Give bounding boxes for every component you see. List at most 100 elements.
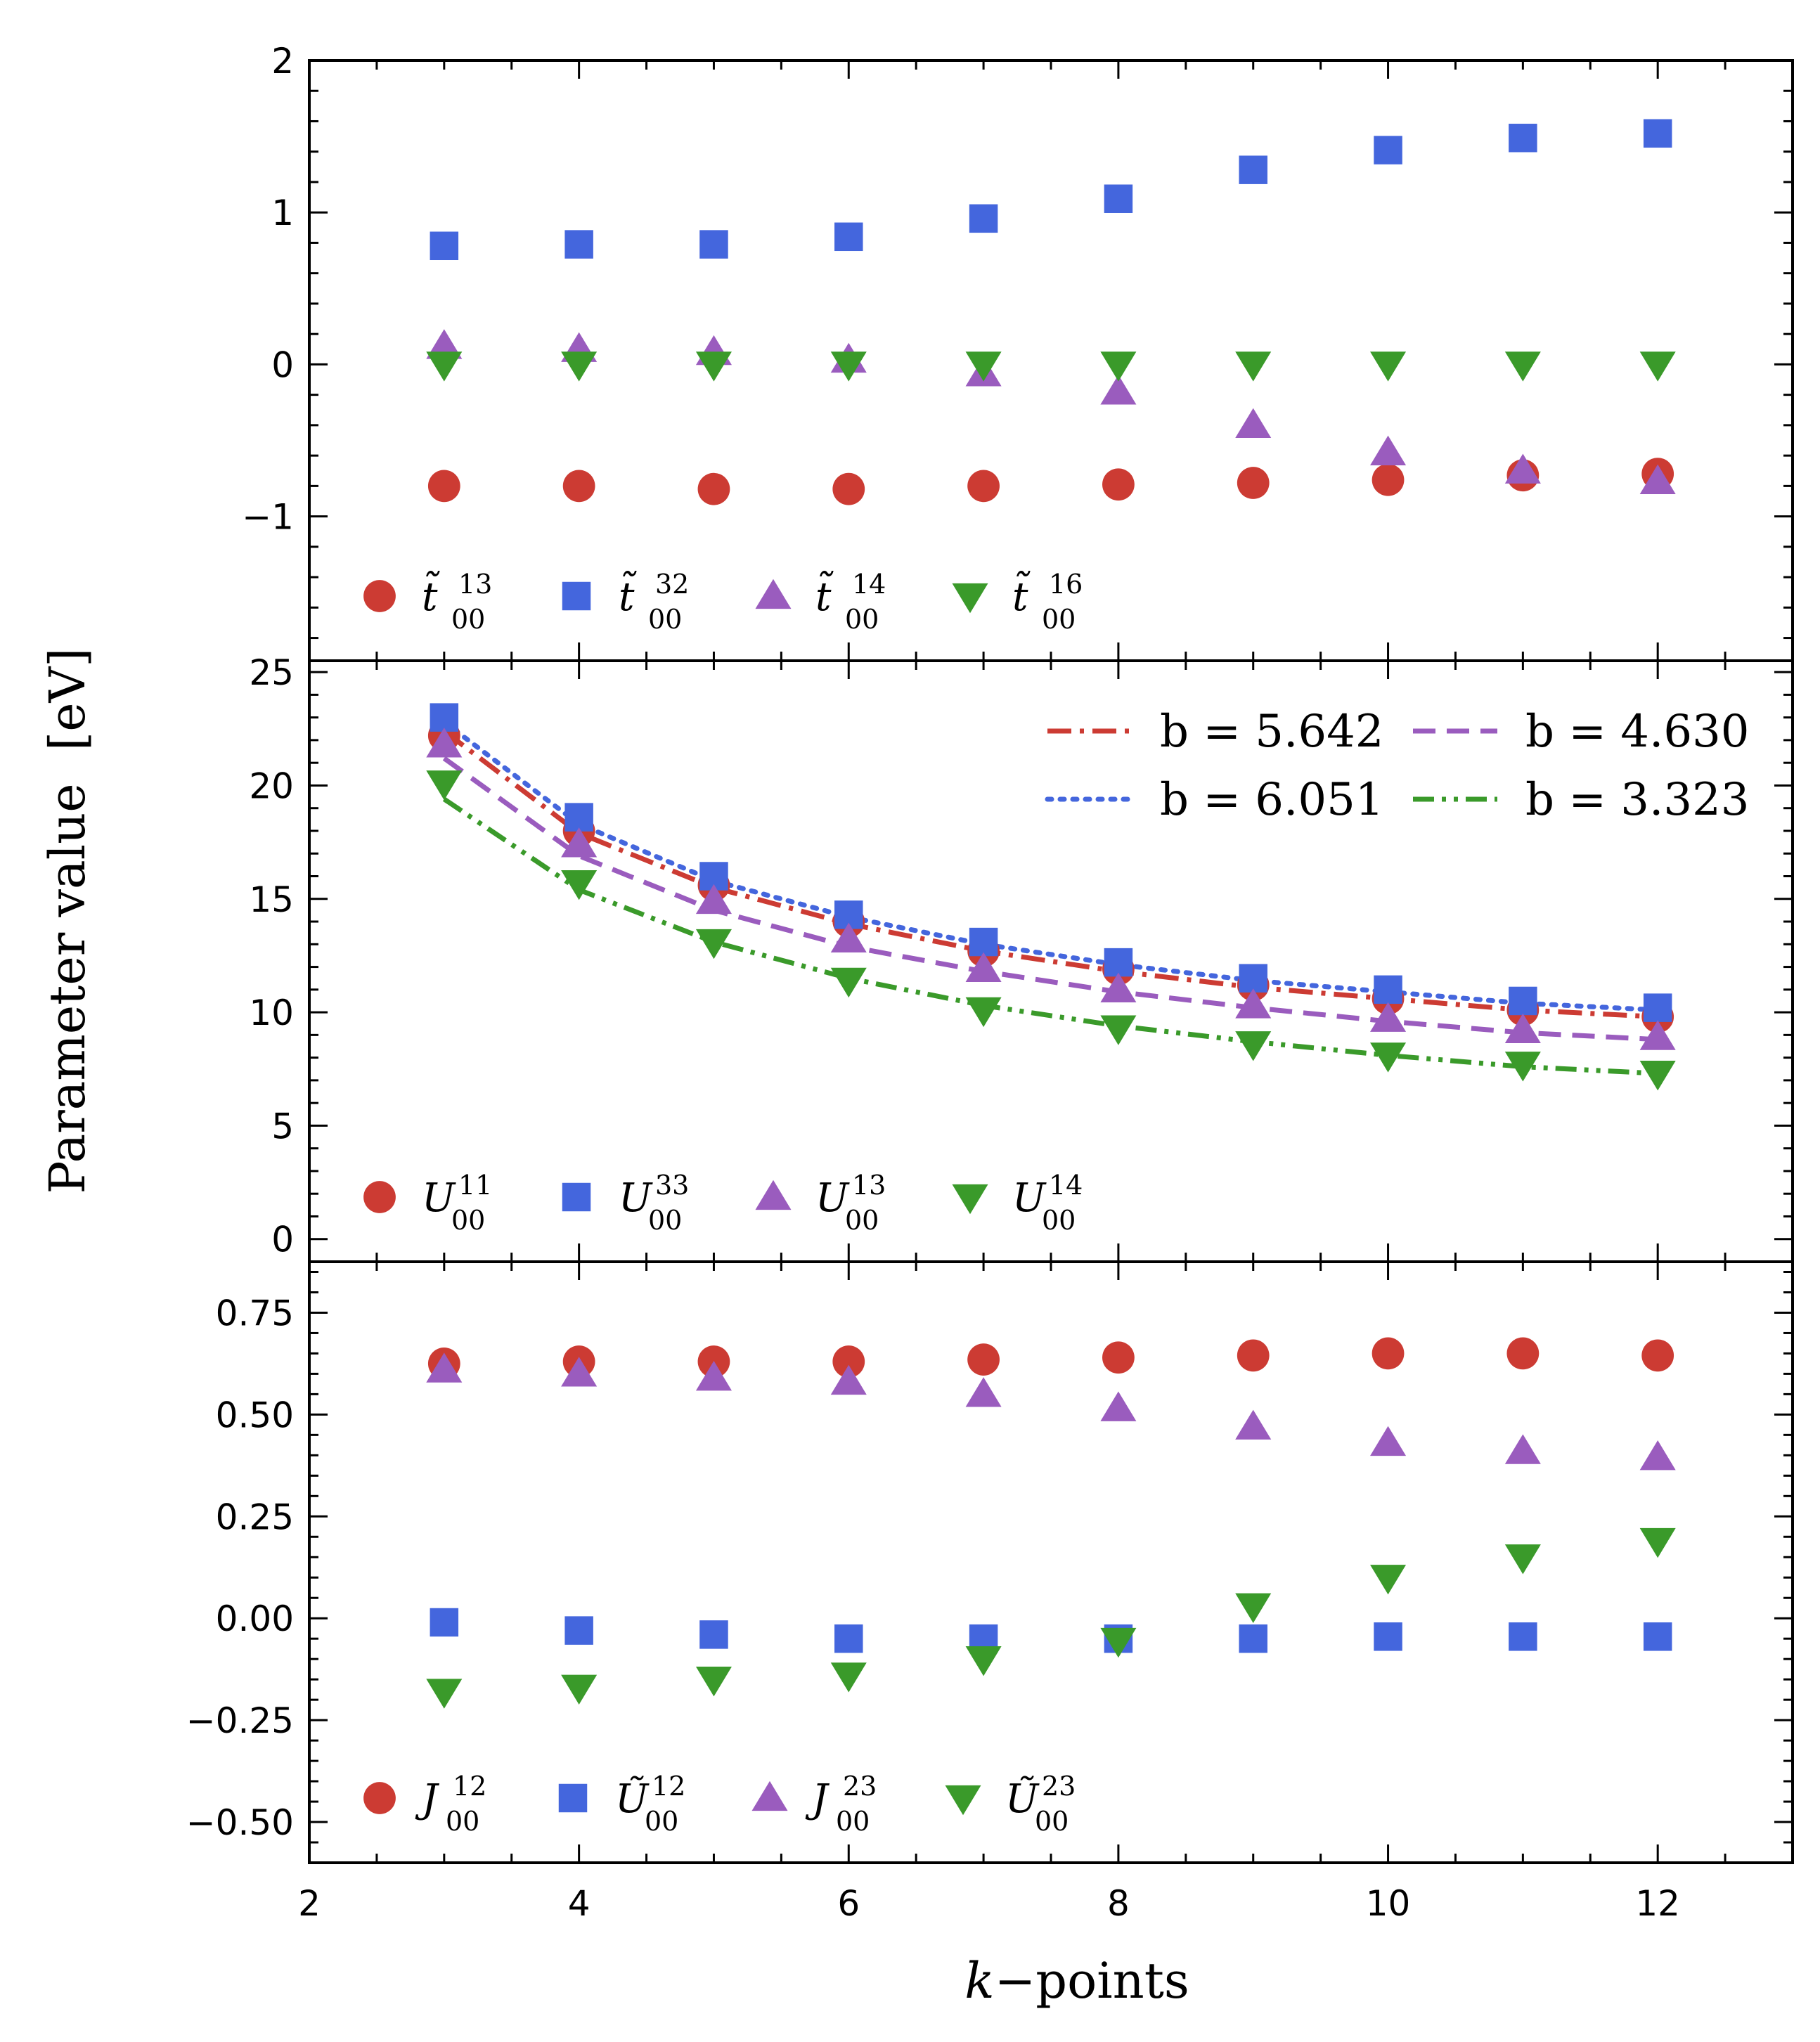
legend-marker [562,581,591,611]
legend-subscript: 00 [1042,1205,1076,1236]
data-point [1639,1061,1676,1091]
data-point [561,351,598,382]
data-point [1372,1337,1405,1370]
legend-subscript: 00 [1042,604,1076,635]
data-point [965,1646,1002,1676]
y-tick-label: 1 [271,193,294,233]
data-point [830,967,867,998]
y-tick-label: 15 [249,879,294,920]
legend-marker [952,583,988,614]
y-tick-label: −0.50 [186,1802,294,1843]
legend-label: Ũ [615,1776,650,1822]
data-point [1643,993,1672,1022]
data-point [1374,136,1402,164]
y-tick-label: 0 [271,344,294,385]
data-point [562,470,595,503]
data-point [1639,1440,1676,1471]
y-tick-label: −0.25 [186,1700,294,1741]
legend-marker [755,579,792,609]
legend-superscript: 14 [852,569,886,600]
data-point [1504,1544,1541,1575]
y-axis-label-unit: [eV] [39,647,96,751]
data-point [564,803,593,832]
data-point [426,770,463,801]
legend-label: t̃ [1012,571,1031,620]
data-point [1643,1622,1672,1651]
data-point [1100,1627,1137,1658]
legend-base: U [422,1175,456,1221]
legend-superscript: 12 [652,1771,685,1802]
data-point [967,1343,1000,1376]
data-point [1370,351,1407,382]
data-point [427,470,460,503]
y-tick-label: 0 [271,1220,294,1260]
y-tick-label: −1 [242,497,294,538]
data-point [965,997,1002,1028]
data-point [969,204,998,233]
data-point [1506,1337,1540,1370]
data-point [1641,1339,1674,1372]
legend-subscript: 00 [845,604,879,635]
data-point [830,351,867,382]
data-point [1509,986,1537,1016]
fit-legend-label: b = 4.630 [1525,706,1750,758]
fit-line [442,729,1658,1020]
data-point [1370,435,1407,465]
data-point [1235,408,1272,439]
legend-superscript: 16 [1049,569,1083,600]
data-point [1239,155,1267,184]
legend-subscript: 00 [648,1205,682,1236]
x-tick-label: 8 [1107,1883,1130,1924]
data-point [834,222,863,252]
legend-superscript: 33 [655,1170,689,1201]
y-tick-label: 0.50 [216,1395,294,1435]
legend-base: t̃ [619,571,637,620]
legend-superscript: 32 [655,569,689,600]
legend-superscript: 11 [458,1170,492,1201]
data-point [564,230,593,259]
x-axis-label-var: k [964,1952,994,2010]
data-point [830,922,867,952]
x-axis-label: k−points [964,1952,1189,2010]
legend-marker [562,1182,591,1212]
legend-label: t̃ [422,571,440,620]
data-point [1509,1622,1537,1651]
y-tick-label: 25 [249,652,294,693]
legend-subscript: 00 [451,604,485,635]
legend-subscript: 00 [648,604,682,635]
data-point [697,472,730,505]
legend-marker [945,1785,981,1816]
legend-base: U [1012,1175,1047,1221]
data-point [1639,1527,1676,1558]
data-point [830,1662,867,1693]
legend-marker [755,1180,792,1210]
data-point [1102,1341,1135,1374]
data-point [430,1608,459,1637]
data-point [1104,184,1133,213]
data-point [1374,975,1402,1004]
legend-marker [363,580,396,612]
y-tick-label: 0.25 [216,1497,294,1537]
data-point [695,351,732,382]
fit-legend-label: b = 3.323 [1525,774,1750,826]
data-point [561,870,598,900]
y-tick-label: 0.75 [216,1293,294,1333]
legend-label: U [422,1175,456,1221]
legend-label: U [815,1175,850,1221]
legend-subscript: 00 [1035,1806,1069,1837]
data-point [1372,463,1405,496]
legend-marker [558,1783,588,1813]
data-point [430,231,459,261]
fit-line [442,796,1658,1076]
data-point [1370,1002,1407,1032]
legend-marker [363,1782,396,1814]
y-tick-label: 0.00 [216,1598,294,1639]
x-axis-label-rest: −points [995,1952,1189,2010]
data-point [1237,467,1270,499]
data-point [967,470,1000,503]
data-point [561,1357,598,1387]
data-point [1504,453,1541,484]
